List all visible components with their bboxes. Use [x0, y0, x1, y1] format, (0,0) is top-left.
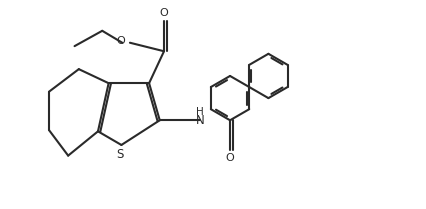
Text: S: S — [116, 148, 124, 161]
Text: H: H — [196, 107, 204, 117]
Text: O: O — [116, 36, 125, 46]
Text: O: O — [160, 8, 168, 18]
Text: O: O — [226, 153, 234, 163]
Text: N: N — [196, 114, 204, 127]
